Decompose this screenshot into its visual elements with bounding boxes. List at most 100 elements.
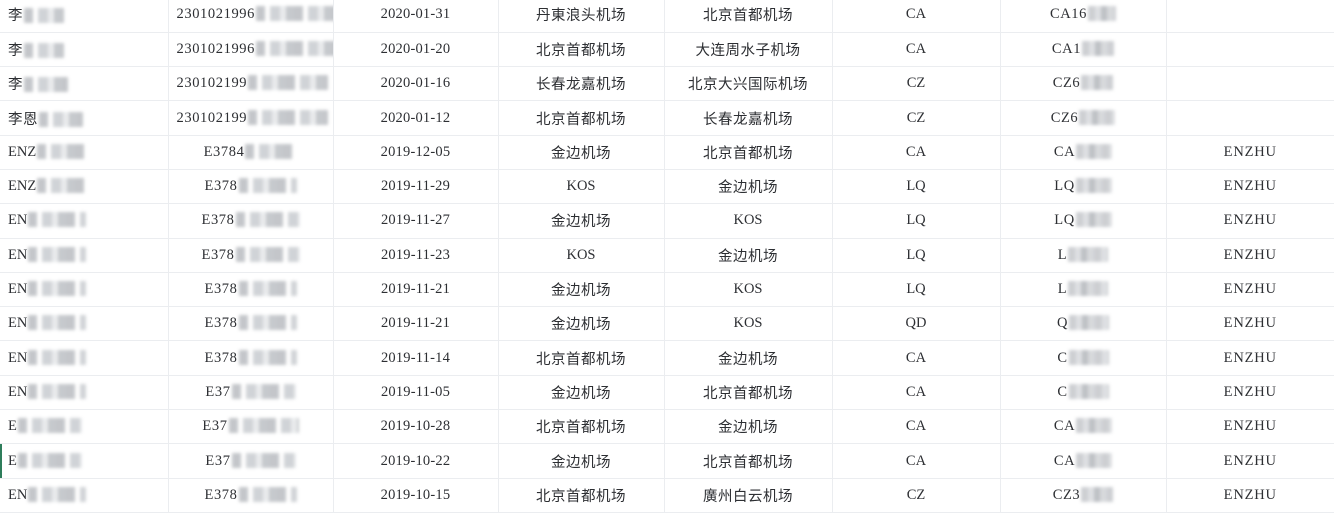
cell-passenger: 李 (0, 0, 169, 33)
cell-date: 2019-10-22 (333, 443, 499, 479)
cell-flight-number: LQ (1000, 169, 1167, 205)
cell-operator: ENZHU (1166, 306, 1334, 342)
id-number-text: 2301021996 (176, 6, 255, 23)
cell-arrival-airport: 金边机场 (664, 340, 833, 376)
redaction-block (24, 77, 68, 93)
cell-arrival-airport: 大连周水子机场 (664, 32, 833, 68)
departure-airport-text: 金边机场 (551, 145, 611, 162)
id-number-text: E37 (205, 452, 231, 469)
cell-arrival-airport: 长春龙嘉机场 (664, 100, 833, 136)
airline-code-text: CA (905, 143, 927, 160)
operator-text: ENZHU (1223, 349, 1277, 366)
redaction-block (28, 281, 87, 297)
cell-date: 2020-01-20 (333, 32, 499, 68)
cell-flight-number: CZ6 (1000, 100, 1167, 136)
cell-departure-airport: 金边机场 (498, 375, 665, 411)
cell-airline-code: CA (832, 375, 1001, 411)
cell-date: 2019-10-15 (333, 478, 499, 513)
cell-departure-airport: 长春龙嘉机场 (498, 66, 665, 102)
date-text: 2020-01-16 (380, 75, 451, 92)
table-row[interactable]: EN E378 2019-11-14 北京首都机场 金边机场 CA C ENZHU (0, 340, 1334, 376)
flight-number-text: L (1057, 281, 1068, 298)
table-row[interactable]: EN E378 2019-11-21 金边机场 KOS LQ L ENZHU (0, 272, 1334, 308)
cell-flight-number: C (1000, 340, 1167, 376)
cell-id-number: E378 (168, 272, 334, 308)
table-row[interactable]: EN E378 2019-11-21 金边机场 KOS QD Q ENZHU (0, 306, 1334, 342)
departure-airport-text: 长春龙嘉机场 (536, 77, 626, 94)
table-row[interactable]: E E37 2019-10-22 金边机场 北京首都机场 CA CA ENZHU (0, 443, 1334, 479)
cell-operator: ENZHU (1166, 238, 1334, 273)
cell-airline-code: CA (832, 32, 1001, 68)
cell-flight-number: Q (1000, 306, 1167, 342)
table-row[interactable]: 李 2301021996 2020-01-20 北京首都机场 大连周水子机场 CA CA1 (0, 32, 1334, 68)
flight-number-text: L (1057, 246, 1068, 263)
redaction-block (256, 6, 332, 22)
cell-date: 2019-11-27 (333, 203, 499, 239)
table-row[interactable]: ENZ E378 2019-11-29 KOS 金边机场 LQ LQ ENZHU (0, 169, 1334, 205)
cell-flight-number: CZ3 (1000, 478, 1167, 513)
cell-passenger: EN (0, 478, 169, 513)
airline-code-text: LQ (906, 178, 926, 195)
cell-flight-number: CZ6 (1000, 66, 1167, 102)
redaction-block (1076, 452, 1113, 468)
cell-id-number: E378 (168, 340, 334, 376)
table-row[interactable]: EN E378 2019-11-23 KOS 金边机场 LQ L ENZHU (0, 238, 1334, 273)
cell-passenger: 李 (0, 32, 169, 68)
departure-airport-text: 北京首都机场 (536, 420, 626, 437)
arrival-airport-text: 长春龙嘉机场 (703, 111, 793, 128)
airline-code-text: CA (905, 383, 927, 400)
cell-arrival-airport: KOS (664, 203, 833, 239)
id-number-text: 2301021996 (176, 40, 255, 57)
cell-departure-airport: 北京首都机场 (498, 32, 665, 68)
id-number-text: E378 (204, 178, 238, 195)
cell-operator (1166, 32, 1334, 68)
passenger-name-text: EN (8, 281, 28, 298)
passenger-name-text: EN (8, 486, 28, 503)
operator-text: ENZHU (1223, 486, 1277, 503)
table-row[interactable]: 李 2301021996 2020-01-31 丹東浪头机场 北京首都机场 CA CA16 (0, 0, 1334, 33)
cell-airline-code: CZ (832, 100, 1001, 136)
redaction-block (238, 486, 297, 502)
cell-id-number: E37 (168, 375, 334, 411)
cell-departure-airport: KOS (498, 169, 665, 205)
table-row[interactable]: EN E37 2019-11-05 金边机场 北京首都机场 CA C ENZHU (0, 375, 1334, 411)
passenger-name-text: E (8, 418, 17, 435)
table-row[interactable]: ENZ E3784 2019-12-05 金边机场 北京首都机场 CA CA ENZHU (0, 135, 1334, 170)
table-row[interactable]: EN E378 2019-11-27 金边机场 KOS LQ LQ ENZHU (0, 203, 1334, 239)
table-row[interactable]: 李 230102199 2020-01-16 长春龙嘉机场 北京大兴国际机场 CZ CZ6 (0, 66, 1334, 102)
airline-code-text: CA (905, 6, 927, 23)
cell-arrival-airport: 北京首都机场 (664, 443, 833, 479)
cell-flight-number: CA (1000, 443, 1167, 479)
arrival-airport-text: 北京首都机场 (703, 454, 793, 471)
cell-departure-airport: 北京首都机场 (498, 340, 665, 376)
passenger-name-text: EN (8, 315, 28, 332)
table-row[interactable]: 李恩 230102199 2020-01-12 北京首都机场 长春龙嘉机场 CZ CZ6 (0, 100, 1334, 136)
operator-text: ENZHU (1223, 178, 1277, 195)
cell-departure-airport: 金边机场 (498, 306, 665, 342)
passenger-name-text: EN (8, 383, 28, 400)
arrival-airport-text: 北京首都机场 (703, 145, 793, 162)
passenger-name-text: 李恩 (8, 111, 38, 128)
date-text: 2019-10-28 (380, 418, 451, 435)
cell-flight-number: CA (1000, 135, 1167, 170)
date-text: 2019-11-23 (380, 246, 451, 263)
arrival-airport-text: 北京首都机场 (703, 385, 793, 402)
cell-departure-airport: 丹東浪头机场 (498, 0, 665, 33)
departure-airport-text: KOS (566, 246, 596, 263)
redaction-block (24, 8, 64, 24)
passenger-name-text: 李 (8, 8, 23, 25)
redaction-block (1076, 143, 1113, 159)
operator-text: ENZHU (1223, 383, 1277, 400)
redaction-block (17, 418, 82, 434)
flight-number-text: CZ6 (1050, 109, 1079, 126)
cell-operator: ENZHU (1166, 169, 1334, 205)
table-row[interactable]: E E37 2019-10-28 北京首都机场 金边机场 CA CA ENZHU (0, 409, 1334, 445)
cell-operator (1166, 66, 1334, 102)
cell-id-number: E37 (168, 409, 334, 445)
table-row[interactable]: EN E378 2019-10-15 北京首都机场 廣州白云机场 CZ CZ3 ENZHU (0, 478, 1334, 513)
cell-airline-code: CA (832, 443, 1001, 479)
